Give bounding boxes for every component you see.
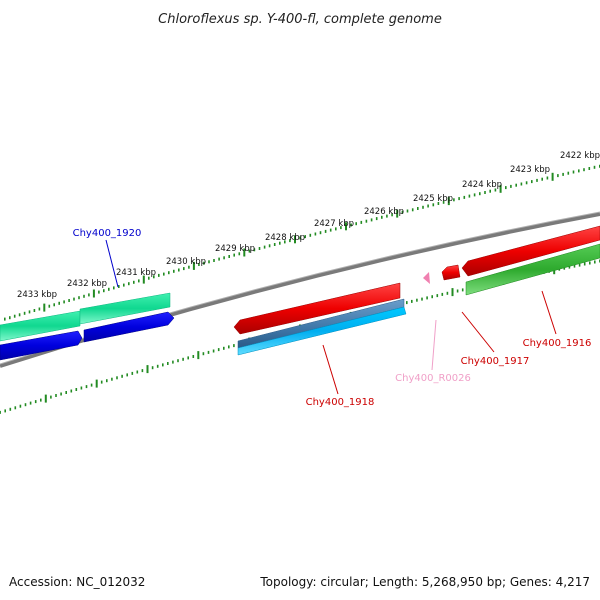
tick-labels: 2422 kbp 2423 kbp 2424 kbp 2425 kbp 2426… <box>17 151 600 300</box>
tick-label-2422: 2422 kbp <box>560 151 600 161</box>
gene-blue-2[interactable] <box>83 311 175 343</box>
gene-red-left[interactable] <box>233 282 401 335</box>
map-title: Chloroflexus sp. Y-400-fl, complete geno… <box>158 12 442 27</box>
leader-1920 <box>105 239 119 288</box>
tick-label-2426: 2426 kbp <box>364 207 404 217</box>
gene-red-right[interactable] <box>461 225 600 277</box>
tick-label-2428: 2428 kbp <box>265 233 305 243</box>
gene-aqua-2[interactable] <box>79 292 171 325</box>
tick-label-2424: 2424 kbp <box>462 180 502 190</box>
tick-label-2429: 2429 kbp <box>215 244 255 254</box>
tick-label-2433: 2433 kbp <box>17 290 57 300</box>
accession-text: Accession: NC_012032 <box>9 575 145 589</box>
tick-label-2425: 2425 kbp <box>413 194 453 204</box>
label-chy400-1918[interactable]: Chy400_1918 <box>306 397 375 408</box>
tick-label-2432: 2432 kbp <box>67 279 107 289</box>
forward-genes <box>0 225 600 342</box>
tick-label-2427: 2427 kbp <box>314 219 354 229</box>
leader-1916 <box>541 290 557 335</box>
gene-green[interactable] <box>465 243 600 296</box>
label-chy400-1916[interactable]: Chy400_1916 <box>523 338 592 349</box>
leader-1917 <box>461 311 495 353</box>
rna-r0026[interactable] <box>423 272 430 284</box>
reverse-genes <box>0 243 600 361</box>
gene-sky[interactable] <box>237 306 407 356</box>
label-chy400-1917[interactable]: Chy400_1917 <box>461 356 530 367</box>
tick-label-2423: 2423 kbp <box>510 165 550 175</box>
leader-1918 <box>322 344 339 395</box>
gene-blue-1[interactable] <box>0 330 83 361</box>
tick-label-2431: 2431 kbp <box>116 268 156 278</box>
label-chy400-r0026[interactable]: Chy400_R0026 <box>395 373 471 384</box>
gene-aqua-1[interactable] <box>0 310 81 342</box>
gene-red-small[interactable] <box>441 264 461 281</box>
tick-label-2430: 2430 kbp <box>166 257 206 267</box>
label-chy400-1920[interactable]: Chy400_1920 <box>73 228 142 239</box>
genome-info-text: Topology: circular; Length: 5,268,950 bp… <box>259 575 590 589</box>
leader-r0026 <box>431 319 437 371</box>
outer-tick-track <box>4 164 600 321</box>
